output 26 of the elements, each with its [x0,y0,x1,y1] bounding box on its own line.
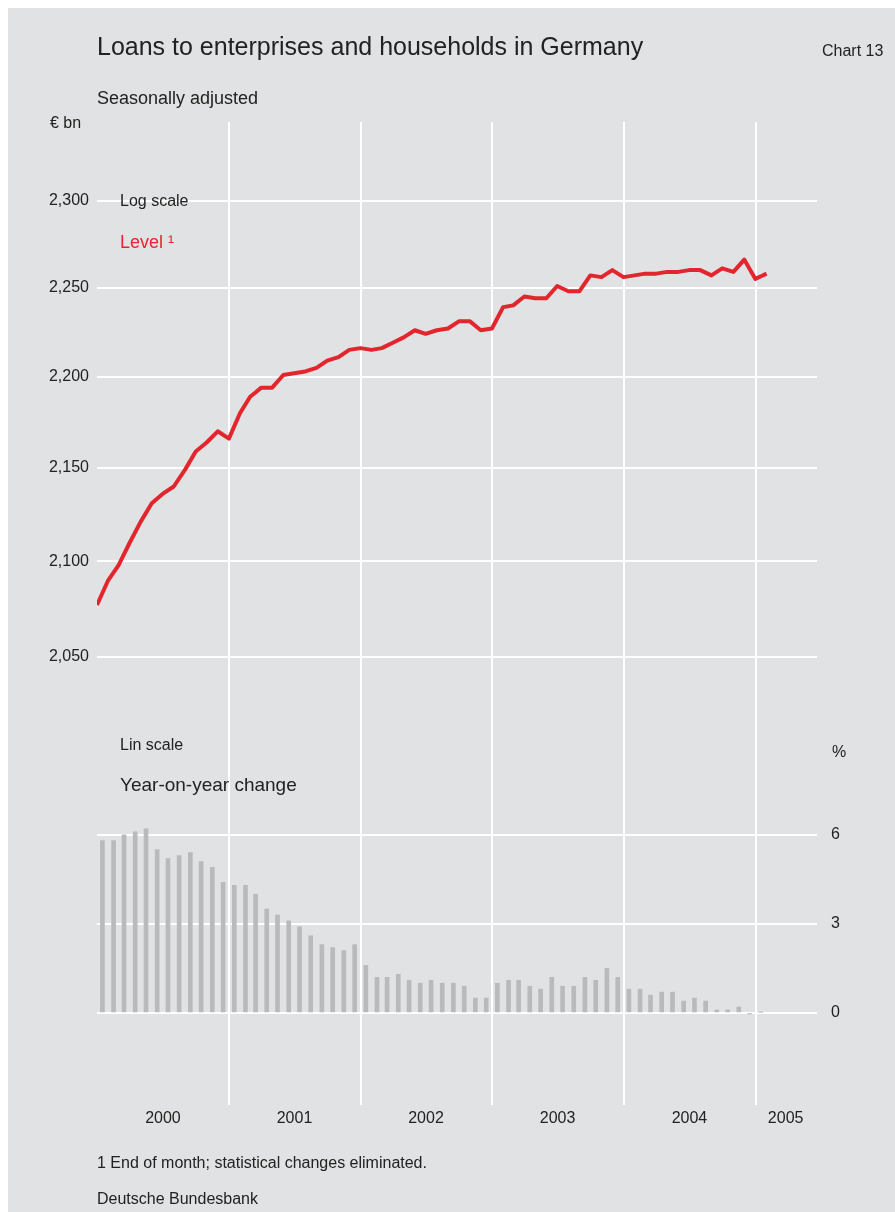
caption: Chart 13 [822,42,884,60]
x-tick-label: 2005 [767,1109,804,1127]
y2-tick-label: 6 [831,825,840,843]
y-tick-label: 2,150 [48,458,90,476]
text: Level ¹ [120,232,175,253]
x-tick-label: 2004 [671,1109,708,1127]
y2-tick-label: 3 [831,914,840,932]
y-tick-label: 2,050 [48,647,90,665]
x-tick-label: 2003 [539,1109,576,1127]
y-tick-label: 2,200 [48,367,90,385]
text: Deutsche Bundesbank [97,1190,258,1208]
y-tick-label: 2,250 [48,278,90,296]
chart-subtitle: Seasonally adjusted [97,88,259,109]
chart-title: Loans to enterprises and households in Germany [97,32,644,61]
y-tick-label: 2,100 [48,551,90,569]
y2-axis-title: % [832,743,847,761]
text: Year-on-year change [120,774,297,796]
annotation: Lin scale [120,736,184,754]
text: 1 End of month; statistical changes eliminated. [97,1154,427,1172]
y-tick-label: 2,300 [48,190,90,208]
x-tick-label: 2000 [145,1109,181,1127]
annotation: Log scale [120,192,189,210]
y2-tick-label: 0 [831,1003,840,1021]
y-axis-title: € bn [50,114,82,132]
x-tick-label: 2001 [276,1109,313,1127]
x-tick-label: 2002 [408,1109,444,1127]
